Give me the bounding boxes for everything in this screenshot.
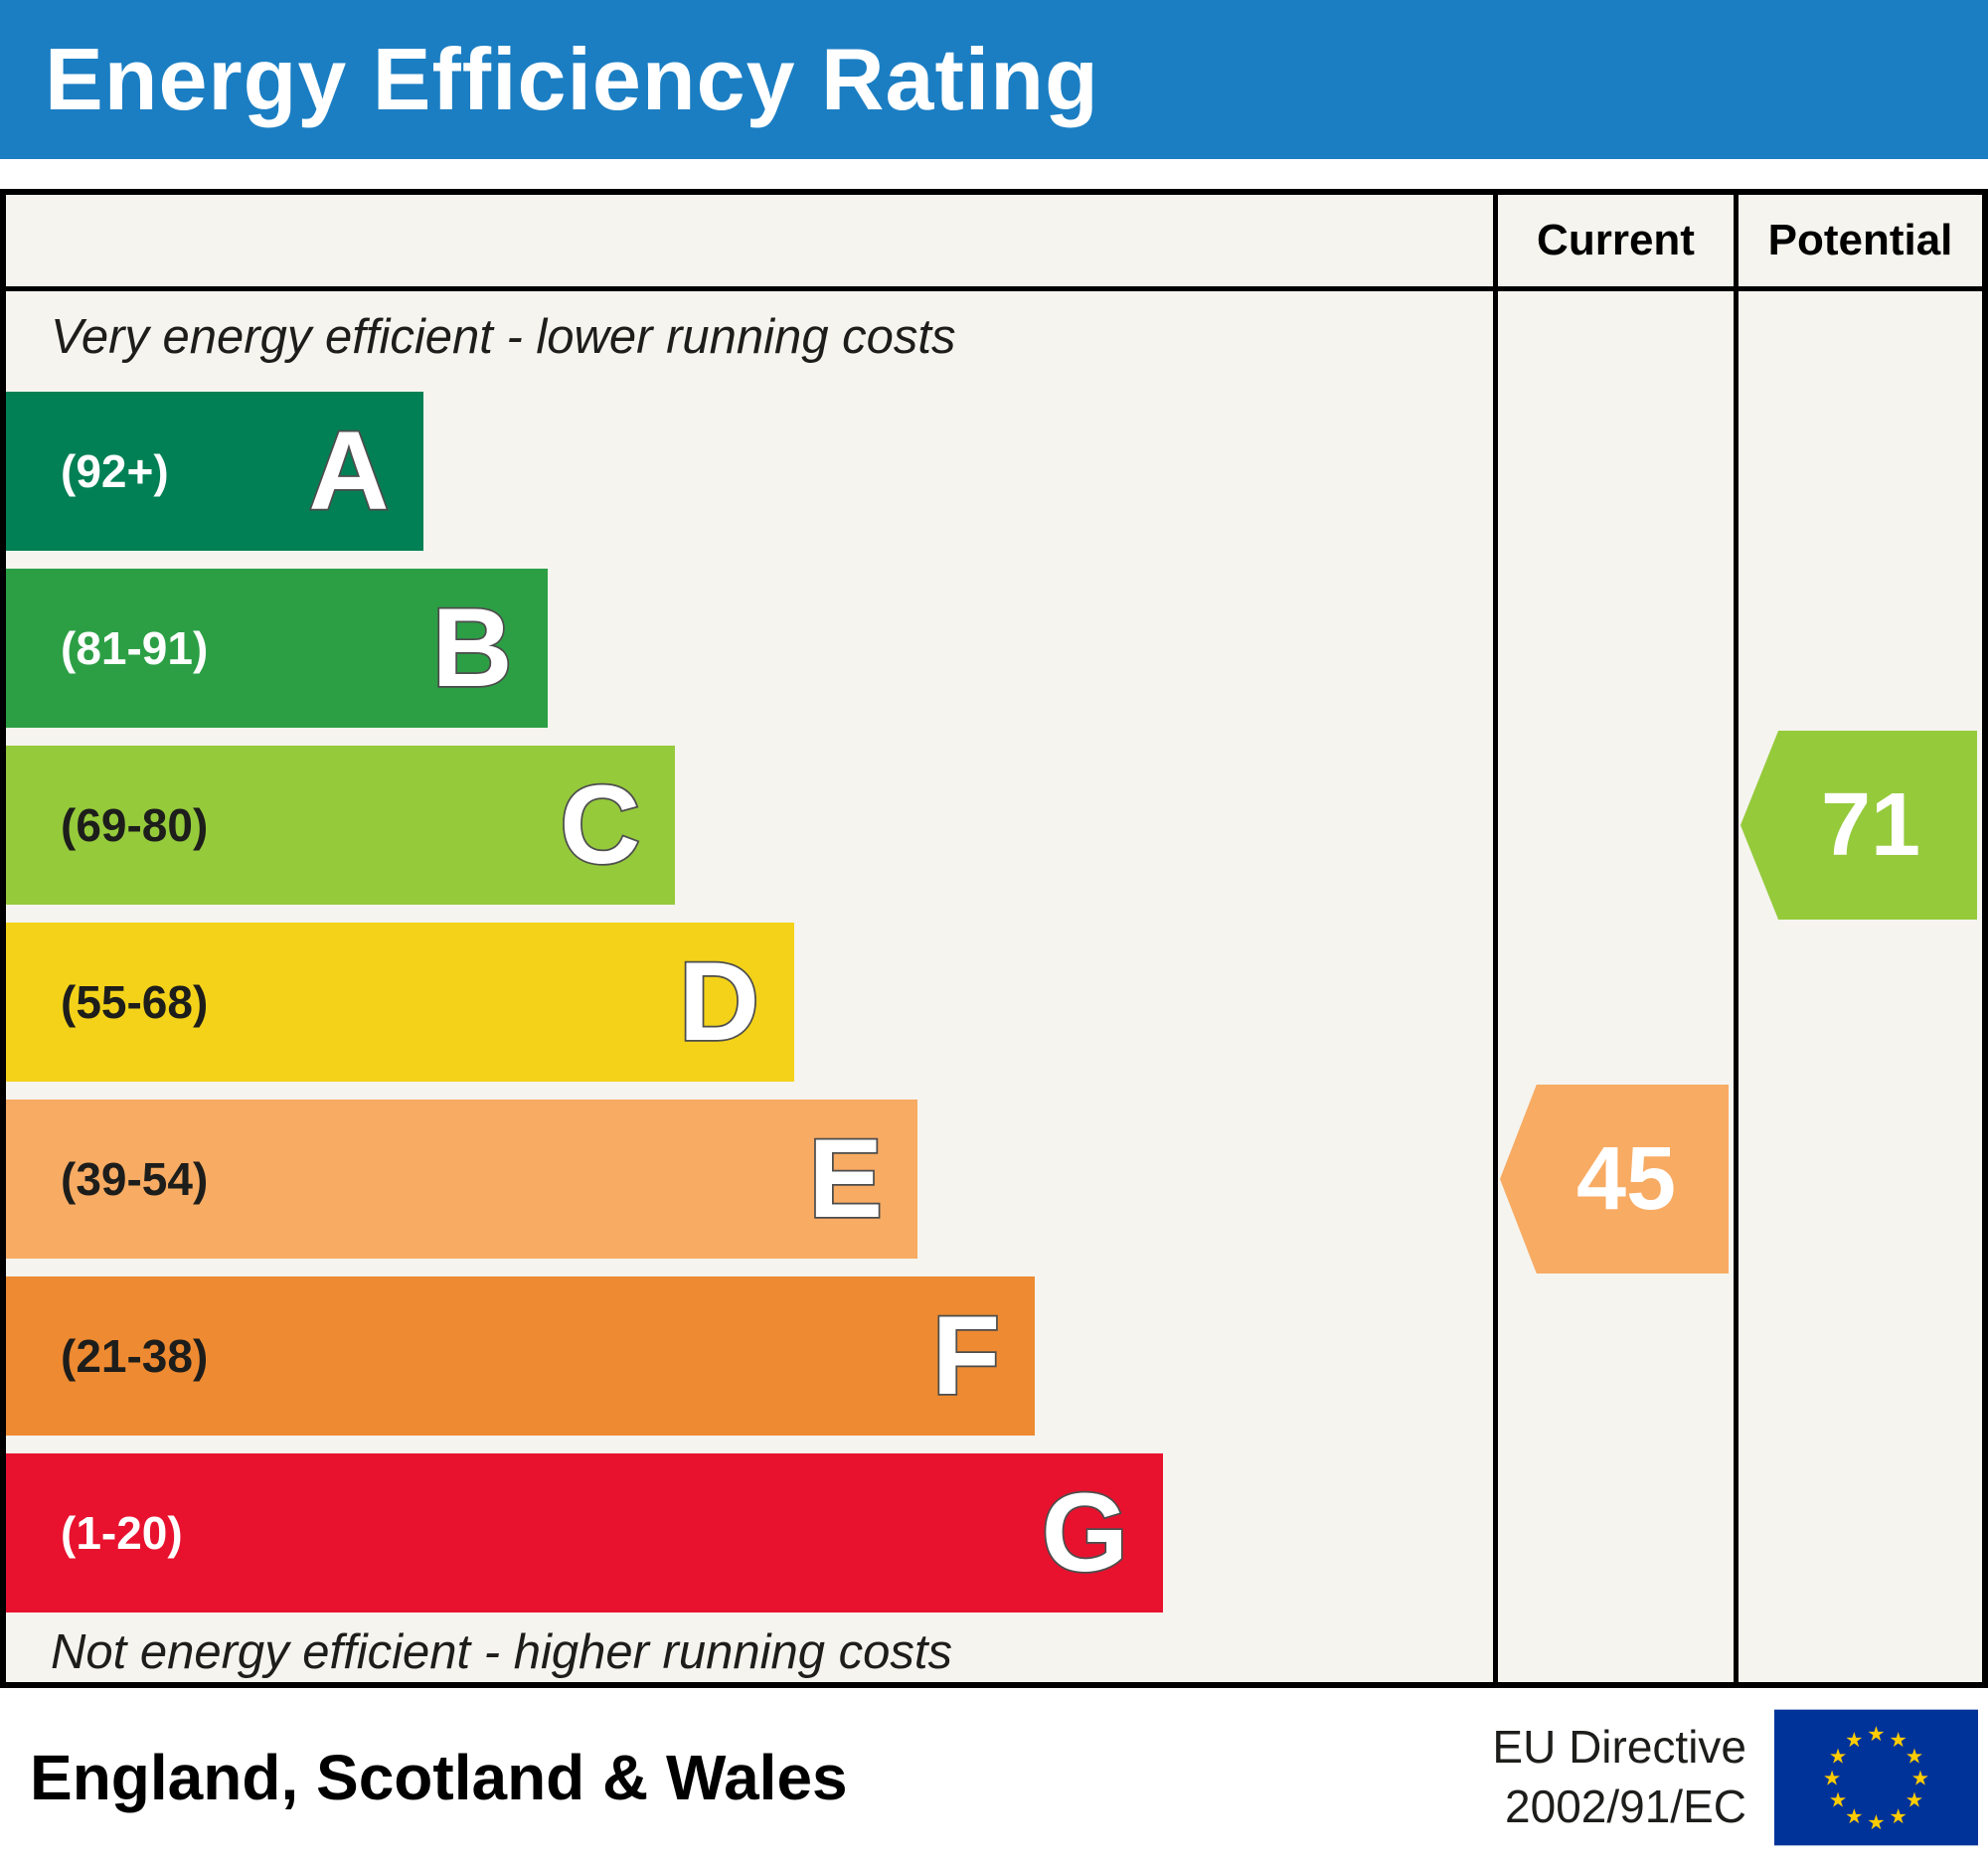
bottom-note-row: Not energy efficient - higher running co… — [6, 1621, 1982, 1682]
band-cell: (55-68) D — [6, 914, 1493, 1091]
energy-efficiency-rating-header: Energy Efficiency Rating — [0, 0, 1988, 159]
current-column-cell: 45 — [1493, 1085, 1734, 1273]
band-rows: (92+) A (81-91) B (69-80) C 71 (55-68) — [6, 383, 1982, 1621]
top-note-row: Very energy efficient - lower running co… — [6, 291, 1982, 383]
column-header-current: Current — [1493, 195, 1734, 286]
svg-text:★: ★ — [1829, 1744, 1847, 1768]
potential-column-cell — [1734, 1621, 1982, 1682]
header-spacer-cell — [6, 195, 1493, 286]
svg-text:★: ★ — [1867, 1810, 1885, 1834]
band-row: (1-20) G — [6, 1444, 1982, 1621]
band-row: (21-38) F — [6, 1268, 1982, 1444]
eu-directive-label: EU Directive 2002/91/EC — [1492, 1718, 1746, 1837]
potential-column-cell — [1734, 1268, 1982, 1444]
column-header-potential: Potential — [1734, 195, 1982, 286]
band-cell: (1-20) G — [6, 1444, 1493, 1621]
band-letter: G — [1040, 1470, 1130, 1595]
current-rating-value: 45 — [1575, 1128, 1677, 1229]
band-row: (92+) A — [6, 383, 1982, 560]
potential-column-cell — [1734, 914, 1982, 1091]
potential-column-cell — [1734, 1091, 1982, 1268]
band-cell: (92+) A — [6, 383, 1493, 560]
footer-right-group: EU Directive 2002/91/EC ★ ★ ★ ★ ★ ★ ★ ★ — [1492, 1709, 1988, 1846]
column-header-row: Current Potential — [6, 195, 1982, 291]
top-note: Very energy efficient - lower running co… — [51, 310, 956, 364]
current-column-cell — [1493, 1268, 1734, 1444]
potential-column-cell — [1734, 1444, 1982, 1621]
svg-text:★: ★ — [1829, 1788, 1847, 1812]
epc-table: Current Potential Very energy efficient … — [0, 189, 1988, 1688]
region-label: England, Scotland & Wales — [30, 1742, 848, 1813]
footer: England, Scotland & Wales EU Directive 2… — [0, 1688, 1988, 1867]
band-bar: (55-68) D — [6, 923, 794, 1082]
band-bar: (1-20) G — [6, 1453, 1163, 1612]
potential-column-cell — [1734, 291, 1982, 383]
band-bar: (69-80) C — [6, 746, 676, 905]
band-bar: (81-91) B — [6, 569, 548, 728]
band-range-label: (39-54) — [61, 1153, 209, 1205]
svg-text:★: ★ — [1845, 1728, 1863, 1752]
current-column-cell — [1493, 1444, 1734, 1621]
band-letter: E — [807, 1116, 885, 1241]
band-bar: (39-54) E — [6, 1100, 918, 1259]
eu-directive-line1: EU Directive — [1492, 1721, 1746, 1774]
band-letter: D — [677, 939, 760, 1064]
svg-text:★: ★ — [1845, 1804, 1863, 1828]
band-row: (55-68) D — [6, 914, 1982, 1091]
band-range-label: (1-20) — [61, 1507, 183, 1559]
svg-text:★: ★ — [1890, 1728, 1907, 1752]
band-range-label: (21-38) — [61, 1330, 209, 1382]
current-column-cell — [1493, 383, 1734, 560]
band-row: (69-80) C 71 — [6, 731, 1982, 920]
current-column-cell — [1493, 737, 1734, 914]
eu-flag-icon: ★ ★ ★ ★ ★ ★ ★ ★ ★ ★ ★ ★ — [1774, 1709, 1978, 1846]
current-column-cell — [1493, 1621, 1734, 1682]
current-column-cell — [1493, 291, 1734, 383]
svg-text:★: ★ — [1867, 1722, 1885, 1746]
band-row: (39-54) E 45 — [6, 1085, 1982, 1273]
current-rating-arrow: 45 — [1500, 1085, 1729, 1273]
band-cell: (39-54) E — [6, 1091, 1493, 1268]
band-range-label: (81-91) — [61, 622, 209, 674]
current-column-cell — [1493, 914, 1734, 1091]
potential-rating-arrow: 71 — [1740, 731, 1977, 920]
current-column-cell — [1493, 560, 1734, 737]
svg-text:★: ★ — [1911, 1767, 1929, 1790]
band-letter: C — [559, 763, 642, 887]
svg-text:★: ★ — [1823, 1767, 1841, 1790]
band-cell: (81-91) B — [6, 560, 1493, 737]
potential-column-cell: 71 — [1734, 731, 1982, 920]
band-range-label: (69-80) — [61, 799, 209, 851]
band-row: (81-91) B — [6, 560, 1982, 737]
band-cell: (69-80) C — [6, 737, 1493, 914]
page-title: Energy Efficiency Rating — [45, 30, 1099, 128]
band-letter: A — [307, 409, 391, 533]
potential-column-cell — [1734, 560, 1982, 737]
bottom-note: Not energy efficient - higher running co… — [51, 1624, 952, 1679]
band-letter: B — [430, 586, 514, 710]
band-range-label: (92+) — [61, 445, 169, 497]
potential-column-cell — [1734, 383, 1982, 560]
svg-text:★: ★ — [1905, 1744, 1923, 1768]
band-bar: (21-38) F — [6, 1276, 1036, 1436]
band-range-label: (55-68) — [61, 976, 209, 1028]
eu-directive-line2: 2002/91/EC — [1505, 1781, 1746, 1832]
band-bar: (92+) A — [6, 392, 424, 551]
band-cell: (21-38) F — [6, 1268, 1493, 1444]
potential-rating-value: 71 — [1820, 774, 1921, 875]
bottom-note-cell: Not energy efficient - higher running co… — [6, 1621, 1493, 1682]
top-note-cell: Very energy efficient - lower running co… — [6, 291, 1493, 383]
band-letter: F — [930, 1293, 1002, 1418]
svg-text:★: ★ — [1890, 1804, 1907, 1828]
svg-text:★: ★ — [1905, 1788, 1923, 1812]
